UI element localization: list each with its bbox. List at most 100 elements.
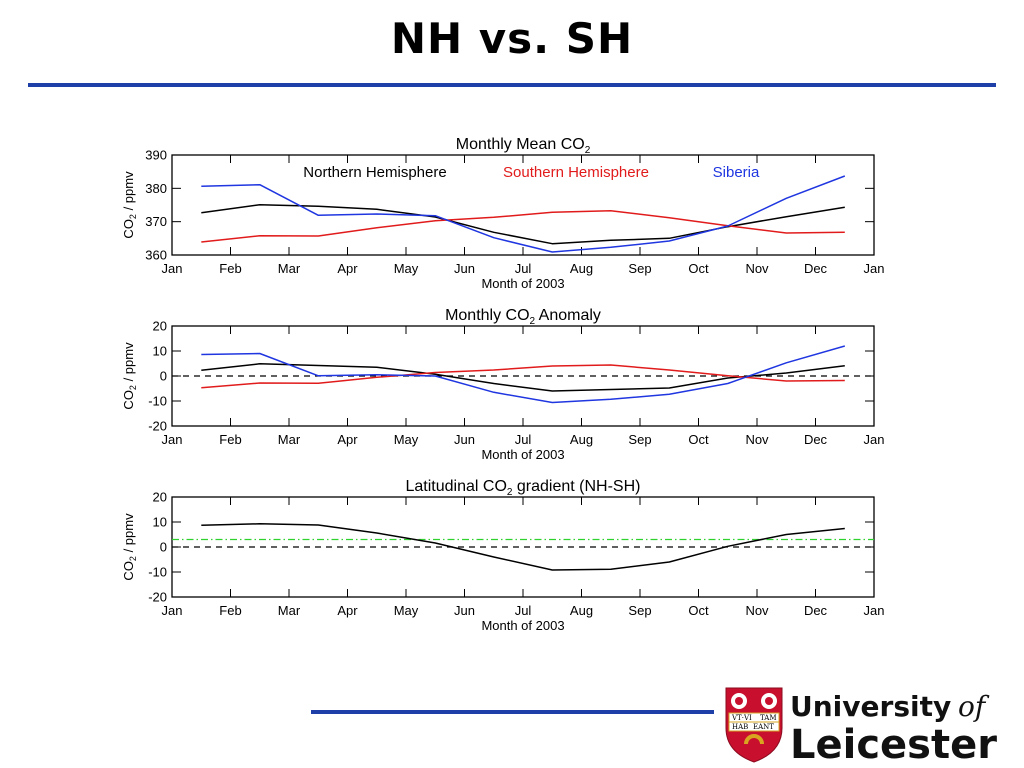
x-tick-label: Nov — [745, 603, 769, 618]
y-axis-label-text: CO — [121, 219, 136, 239]
x-tick-label: Sep — [628, 432, 651, 447]
y-tick-label: 10 — [153, 344, 167, 359]
x-tick-label: Aug — [570, 603, 593, 618]
x-tick-label: Oct — [688, 261, 709, 276]
y-axis-label-suffix: / ppmv — [121, 342, 136, 385]
x-tick-label: Nov — [745, 261, 769, 276]
x-tick-label: Feb — [219, 432, 241, 447]
logo-of: of — [958, 690, 990, 723]
x-tick-label: Jul — [515, 432, 532, 447]
y-tick-label: 20 — [153, 490, 167, 505]
x-tick-label: Jan — [162, 603, 183, 618]
y-tick-label: 370 — [145, 214, 167, 229]
slide-title: NH vs. SH — [390, 14, 634, 63]
x-tick-label: Jun — [454, 261, 475, 276]
series-line-1 — [201, 523, 845, 571]
x-tick-label: Aug — [570, 261, 593, 276]
y-tick-label: 0 — [160, 540, 167, 555]
x-tick-label: Jan — [864, 603, 885, 618]
y-axis-label-subscript: 2 — [128, 556, 138, 561]
x-tick-label: Apr — [337, 432, 358, 447]
chart-title-text: Monthly CO — [445, 307, 529, 324]
y-tick-label: 380 — [145, 181, 167, 196]
x-tick-label: Nov — [745, 432, 769, 447]
y-tick-label: -10 — [148, 565, 167, 580]
x-tick-label: Jun — [454, 432, 475, 447]
x-axis-label: Month of 2003 — [481, 276, 564, 291]
x-tick-label: Jan — [162, 261, 183, 276]
legend-label: Siberia — [713, 164, 760, 181]
chart-title-suffix: gradient (NH-SH) — [512, 478, 640, 495]
y-axis-label-text: CO — [121, 561, 136, 581]
university-shield-icon: VT·VI TAM HAB EANT — [725, 687, 783, 763]
x-tick-label: Feb — [219, 603, 241, 618]
series-line-siberia — [201, 175, 846, 253]
y-axis-label-suffix: / ppmv — [121, 171, 136, 214]
x-axis-label: Month of 2003 — [481, 447, 564, 462]
chart-title-text: Monthly Mean CO — [456, 136, 585, 153]
y-tick-label: -10 — [148, 394, 167, 409]
x-tick-label: Jan — [162, 432, 183, 447]
x-tick-label: Mar — [278, 261, 301, 276]
y-axis-label: CO2 / ppmv — [121, 513, 138, 581]
x-tick-label: May — [394, 603, 419, 618]
svg-text:VT·VI: VT·VI — [731, 714, 752, 722]
x-tick-label: Feb — [219, 261, 241, 276]
x-tick-label: Jul — [515, 603, 532, 618]
x-tick-label: Sep — [628, 261, 651, 276]
svg-text:EANT: EANT — [753, 723, 774, 731]
series-line-southern-hemisphere — [201, 209, 845, 243]
x-tick-label: Jan — [864, 432, 885, 447]
x-tick-label: May — [394, 432, 419, 447]
x-tick-label: Apr — [337, 261, 358, 276]
x-tick-label: Mar — [278, 432, 301, 447]
logo-leicester: Leicester — [790, 722, 997, 764]
y-tick-label: 20 — [153, 319, 167, 334]
x-tick-label: Dec — [804, 261, 828, 276]
y-tick-label: 360 — [145, 248, 167, 263]
svg-text:HAB: HAB — [732, 723, 748, 731]
x-tick-label: Dec — [804, 432, 828, 447]
x-tick-label: Dec — [804, 603, 828, 618]
chart-panel-3: Latitudinal CO2 gradient (NH-SH)CO2 / pp… — [121, 478, 884, 633]
y-axis-label-subscript: 2 — [128, 214, 138, 219]
series-line-3 — [201, 345, 846, 404]
logo-university: University — [790, 690, 951, 723]
chart-title-suffix: Anomaly — [535, 307, 601, 324]
x-tick-label: Jun — [454, 603, 475, 618]
x-tick-label: Oct — [688, 603, 709, 618]
y-tick-label: -20 — [148, 419, 167, 434]
x-tick-label: Sep — [628, 603, 651, 618]
x-tick-label: Aug — [570, 432, 593, 447]
legend-label: Southern Hemisphere — [503, 164, 649, 181]
x-tick-label: Mar — [278, 603, 301, 618]
chart-title-subscript: 2 — [507, 487, 513, 498]
university-logo: VT·VI TAM HAB EANT University of Leicest… — [725, 687, 997, 764]
y-axis-label-text: CO — [121, 390, 136, 410]
chart-title-subscript: 2 — [530, 316, 536, 327]
y-tick-label: 0 — [160, 369, 167, 384]
footer-divider — [311, 710, 714, 714]
x-tick-label: Oct — [688, 432, 709, 447]
series-line-2 — [201, 364, 845, 389]
x-tick-label: May — [394, 261, 419, 276]
y-tick-label: 390 — [145, 148, 167, 163]
y-tick-label: 10 — [153, 515, 167, 530]
y-axis-label: CO2 / ppmv — [121, 171, 138, 239]
title-divider — [28, 83, 996, 87]
y-axis-label-suffix: / ppmv — [121, 513, 136, 556]
y-tick-label: -20 — [148, 590, 167, 605]
chart-title: Latitudinal CO2 gradient (NH-SH) — [406, 478, 641, 498]
y-axis-label-subscript: 2 — [128, 385, 138, 390]
x-tick-label: Jan — [864, 261, 885, 276]
chart-title-subscript: 2 — [585, 145, 591, 156]
svg-text:TAM: TAM — [760, 714, 777, 722]
x-axis-label: Month of 2003 — [481, 618, 564, 633]
x-tick-label: Jul — [515, 261, 532, 276]
series-line-northern-hemisphere — [201, 203, 845, 245]
chart-title: Monthly CO2 Anomaly — [445, 307, 601, 327]
y-axis-label: CO2 / ppmv — [121, 342, 138, 410]
